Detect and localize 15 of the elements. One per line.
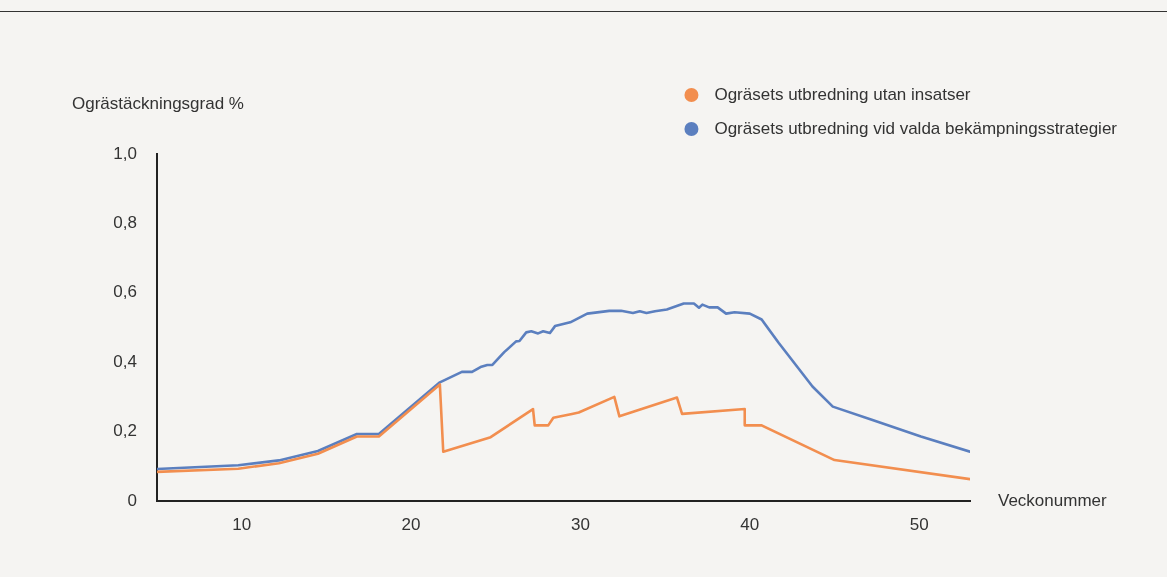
y-axis-title: Ogrästäckningsgrad % xyxy=(72,93,244,113)
y-tick-label: 0,8 xyxy=(113,213,137,233)
x-tick-label: 10 xyxy=(232,514,252,534)
y-tick-label: 0,2 xyxy=(113,421,137,441)
legend-label: Ogräsets utbredning utan insatser xyxy=(714,84,971,104)
y-tick-label: 1,0 xyxy=(113,143,137,163)
x-tick-label: 50 xyxy=(909,514,929,534)
y-tick-label: 0,4 xyxy=(113,351,137,371)
x-tick-label: 40 xyxy=(740,514,760,534)
y-tick-label: 0 xyxy=(127,490,137,510)
legend-label: Ogräsets utbredning vid valda bekämpningsstrategier xyxy=(714,118,1118,138)
x-tick-label: 30 xyxy=(570,514,590,534)
x-tick-label: 20 xyxy=(401,514,421,534)
y-tick-label: 0,6 xyxy=(113,282,137,302)
x-axis-title: Veckonummer xyxy=(998,490,1107,510)
